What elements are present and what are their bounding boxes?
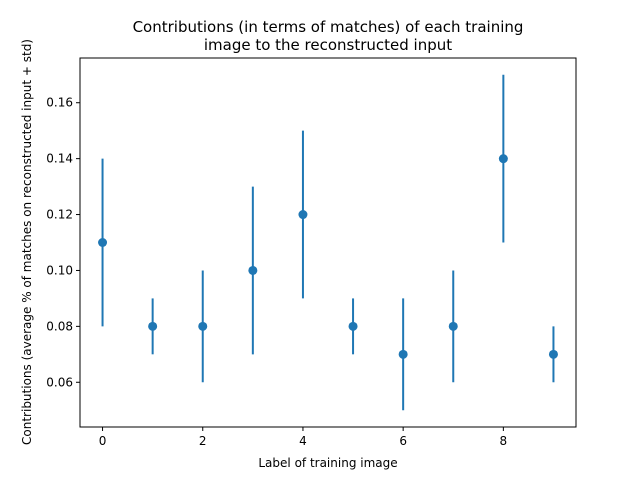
data-point: [298, 210, 308, 220]
plot-marks: [98, 74, 558, 411]
data-point: [498, 154, 508, 164]
x-tick-label: 0: [99, 434, 107, 448]
y-tick-label: 0.14: [46, 152, 73, 166]
data-point: [148, 321, 158, 331]
x-tick-label: 2: [199, 434, 207, 448]
y-tick-label: 0.08: [46, 319, 73, 333]
data-point: [198, 321, 208, 331]
y-tick-label: 0.10: [46, 263, 73, 277]
data-point: [248, 265, 258, 275]
data-point: [448, 321, 458, 331]
data-point: [398, 349, 408, 359]
chart-title: Contributions (in terms of matches) of e…: [133, 18, 524, 54]
y-tick-label: 0.06: [46, 375, 73, 389]
x-tick-label: 4: [299, 434, 307, 448]
y-axis-label: Contributions (average % of matches on r…: [20, 39, 34, 445]
y-tick-label: 0.12: [46, 208, 73, 222]
y-axis: 0.06 0.08 0.10 0.12 0.14 0.16: [46, 96, 80, 389]
x-axis-label: Label of training image: [258, 456, 397, 470]
data-point: [348, 321, 358, 331]
x-tick-label: 6: [399, 434, 407, 448]
x-axis: 0 2 4 6 8: [99, 427, 507, 448]
data-point: [98, 238, 108, 247]
data-point: [548, 349, 558, 359]
y-tick-label: 0.16: [46, 96, 73, 110]
x-tick-label: 8: [500, 434, 508, 448]
plot-frame: [79, 57, 577, 428]
